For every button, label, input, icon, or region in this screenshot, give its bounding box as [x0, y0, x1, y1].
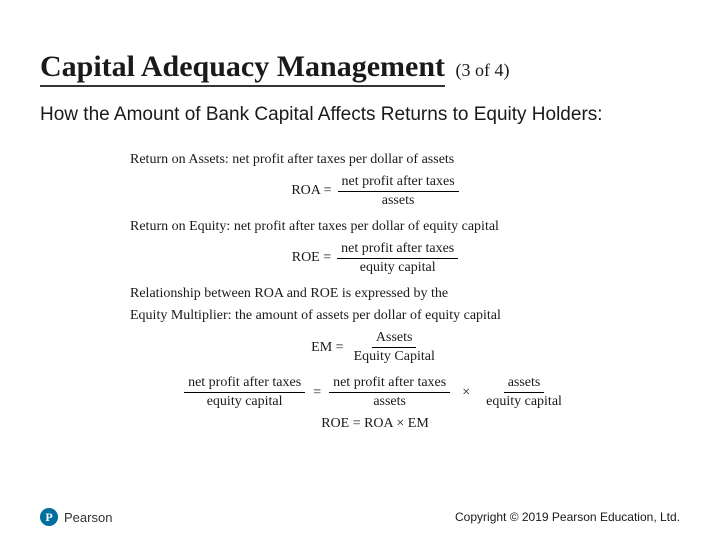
slide-container: Capital Adequacy Management (3 of 4) How… — [0, 0, 720, 432]
roa-definition: Return on Assets: net profit after taxes… — [130, 152, 620, 168]
equals-sign: = — [313, 385, 321, 401]
em-numerator: Assets — [372, 330, 417, 348]
roe-definition: Return on Equity: net profit after taxes… — [130, 219, 620, 235]
final-equation: ROE = ROA × EM — [130, 416, 620, 432]
relationship-line-1: Relationship between ROA and ROE is expr… — [130, 286, 620, 302]
times-sign: × — [458, 385, 474, 401]
formula-block: Return on Assets: net profit after taxes… — [40, 152, 680, 433]
slide-title: Capital Adequacy Management — [40, 50, 445, 87]
expanded-frac-3: assets equity capital — [482, 375, 566, 410]
expanded-f2-num: net profit after taxes — [329, 375, 450, 393]
page-counter: (3 of 4) — [455, 60, 509, 80]
expanded-frac-2: net profit after taxes assets — [329, 375, 450, 410]
expanded-equation: net profit after taxes equity capital = … — [130, 375, 620, 410]
em-fraction: Assets Equity Capital — [350, 330, 439, 365]
subtitle: How the Amount of Bank Capital Affects R… — [40, 102, 680, 128]
expanded-f3-num: assets — [504, 375, 545, 393]
expanded-f1-num: net profit after taxes — [184, 375, 305, 393]
expanded-f1-den: equity capital — [203, 393, 287, 410]
expanded-f2-den: assets — [369, 393, 410, 410]
em-denominator: Equity Capital — [350, 348, 439, 365]
roe-numerator: net profit after taxes — [337, 241, 458, 259]
em-equation: EM = Assets Equity Capital — [130, 330, 620, 365]
roa-label: ROA = — [291, 183, 331, 199]
publisher-name: Pearson — [64, 510, 112, 525]
roa-equation: ROA = net profit after taxes assets — [130, 174, 620, 209]
roe-fraction: net profit after taxes equity capital — [337, 241, 458, 276]
copyright-text: Copyright © 2019 Pearson Education, Ltd. — [455, 510, 680, 524]
pearson-badge-icon: P — [40, 508, 58, 526]
footer: P Pearson Copyright © 2019 Pearson Educa… — [40, 508, 680, 526]
roa-numerator: net profit after taxes — [338, 174, 459, 192]
em-label: EM = — [311, 340, 343, 356]
roe-denominator: equity capital — [356, 259, 440, 276]
publisher-logo: P Pearson — [40, 508, 112, 526]
expanded-frac-1: net profit after taxes equity capital — [184, 375, 305, 410]
title-row: Capital Adequacy Management (3 of 4) — [40, 50, 680, 84]
roe-equation: ROE = net profit after taxes equity capi… — [130, 241, 620, 276]
roa-fraction: net profit after taxes assets — [338, 174, 459, 209]
relationship-line-2: Equity Multiplier: the amount of assets … — [130, 308, 620, 324]
roe-label: ROE = — [292, 250, 331, 266]
expanded-f3-den: equity capital — [482, 393, 566, 410]
roa-denominator: assets — [378, 192, 419, 209]
